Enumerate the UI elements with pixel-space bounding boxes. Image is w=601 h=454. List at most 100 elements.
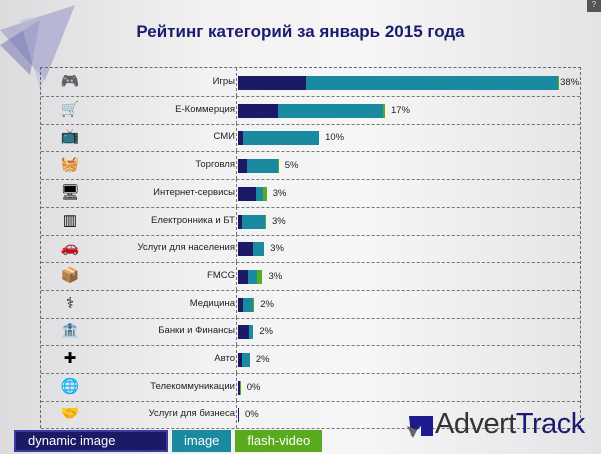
medicine-icon: ⚕ [65,294,75,312]
column-divider [236,178,237,207]
column-divider [236,317,237,346]
bar-segment-image [253,242,265,257]
bar-segment-flash-video [263,186,267,201]
bar-segment-dynamic-image [238,159,248,174]
media-icon: 📺 [60,128,80,146]
ecommerce-icon: 🛒 [60,100,80,118]
category-row: 🎮 Игры 38% [41,68,580,97]
stacked-bar: 2% [238,353,270,367]
bar-segment-dynamic-image [238,297,244,312]
legend-item: image [172,430,232,452]
stacked-bar: 3% [238,269,282,284]
category-row: 🧺 Торговля 5% [41,151,580,181]
bar-segment-dynamic-image [238,242,254,257]
legend-item: flash-video [235,430,323,452]
stacked-bar: 3% [238,186,286,201]
stacked-bar: 3% [238,242,284,257]
bar-segment-dynamic-image [238,325,249,340]
bar-value-label: 17% [390,104,410,116]
category-label: Торговля [195,159,235,171]
column-divider [236,206,237,235]
bar-segment-dynamic-image [238,131,244,146]
category-label: Интернет-сервисы [153,186,235,198]
bar-segment-flash-video [277,159,279,174]
bar-value-label: 0% [246,381,261,393]
bar-segment-image [243,297,254,312]
logo-arrow-icon [407,415,433,438]
category-row: 🤝 Услуги для бизнеса 0% [41,400,580,430]
bar-segment-image [305,76,559,90]
category-label: Медицина [189,297,235,309]
stacked-bar: 0% [238,380,261,395]
legend-item: dynamic image [14,430,168,452]
bar-segment-image [248,325,254,340]
column-divider [236,289,237,318]
bar-segment-dynamic-image [238,353,243,367]
category-label: Телекоммуникации [150,380,235,392]
column-divider [236,400,237,429]
category-label: Услуги для бизнеса [148,408,235,420]
bar-value-label: 3% [270,243,284,255]
category-label: Игры [212,76,235,87]
globe-icon: 🌐 [60,377,80,395]
column-divider [236,68,237,96]
decorative-triangles [0,5,75,90]
bar-segment-image [243,131,320,146]
bar-segment-image [247,159,278,174]
car-icon: 🚗 [60,239,80,257]
category-label: FMCG [207,269,235,281]
barcode-icon: ▥ [62,211,78,229]
column-divider [236,261,237,290]
bar-segment-image [277,103,384,118]
adverttrack-logo: AdvertTrack [405,408,585,441]
gamepad-icon: 🎮 [60,73,80,90]
category-row: 📦 FMCG 3% [41,261,580,291]
bar-value-label: 2% [255,354,270,365]
handshake-icon: 🤝 [60,405,80,423]
bar-segment-dynamic-image [238,76,306,90]
category-row: ⚕ Медицина 2% [41,289,580,319]
server-icon: 🖥 [60,183,80,201]
bar-value-label: 2% [260,298,274,310]
stacked-bar: 17% [238,103,410,118]
category-label: Услуги для населения [137,242,236,254]
column-divider [236,95,237,124]
bar-segment-dynamic-image [238,103,278,118]
category-row: 📺 СМИ 10% [41,123,580,153]
bar-segment-flash-video [265,214,267,229]
bar-value-label: 0% [245,409,259,421]
bar-segment-flash-video [239,380,241,395]
bar-segment-dynamic-image [238,186,256,201]
bar-value-label: 5% [284,160,299,172]
category-row: ▥ Електронника и БТ 3% [41,206,580,236]
category-label: СМИ [213,131,236,143]
column-divider [236,234,237,263]
bar-value-label: 2% [259,326,273,338]
bar-segment-flash-video [558,76,560,90]
bar-segment-dynamic-image [238,269,249,284]
chart-title: Рейтинг категорий за январь 2015 года [136,22,465,41]
bank-icon: 🏦 [60,322,80,340]
category-row: 🏦 Банки и Финансы 2% [41,317,580,347]
bar-segment-dynamic-image [238,408,239,423]
category-label: Авто [214,353,235,364]
category-row: 🛒 Е-Коммерция 17% [41,95,580,125]
auto-cross-icon: ✚ [63,350,77,367]
bar-segment-flash-video [253,297,255,312]
bar-segment-image [248,269,258,284]
stacked-bar: 2% [238,297,274,312]
stacked-bar: 10% [238,131,345,146]
category-row: ✚ Авто 2% [41,345,580,374]
legend: dynamic image image flash-video [14,430,323,452]
column-divider [236,151,237,180]
stacked-bar: 38% [238,76,579,90]
bar-segment-flash-video [383,103,385,118]
logo-text-advert: Advert [435,408,516,440]
category-row: 🌐 Телекоммуникации 0% [41,372,580,402]
bar-value-label: 10% [325,132,345,144]
help-button[interactable]: ? [587,0,601,12]
chart-table: 🎮 Игры 38% 🛒 Е-Коммерция 17% 📺 СМИ 10% 🧺 То… [40,67,581,430]
bar-segment-dynamic-image [238,380,240,395]
category-label: Електронника и БТ [151,214,235,226]
